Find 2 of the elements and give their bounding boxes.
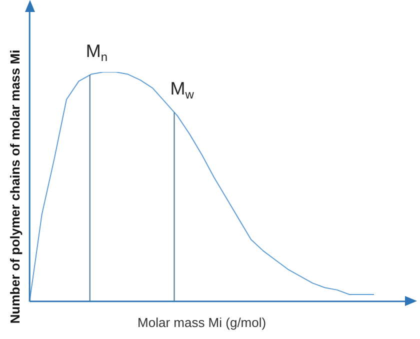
x-axis-title: Molar mass Mi (g/mol) [138,314,266,330]
y-axis-title: Number of polymer chains of molar mass Mi [7,50,22,324]
